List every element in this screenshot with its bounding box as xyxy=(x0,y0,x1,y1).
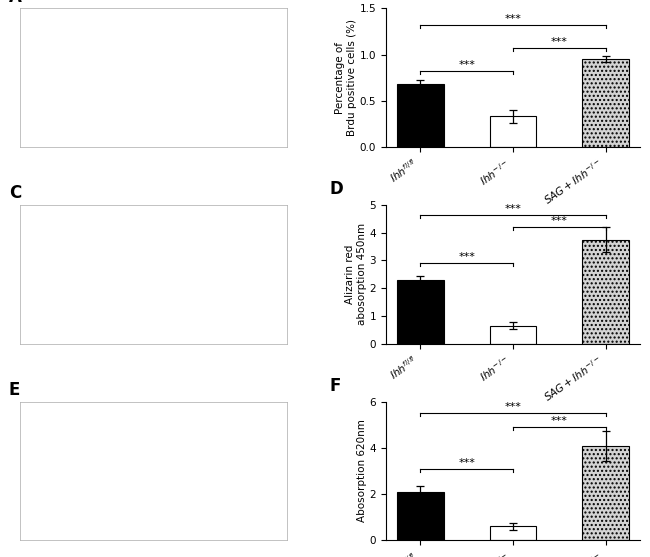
Text: ***: *** xyxy=(458,252,475,262)
Text: ***: *** xyxy=(504,402,521,412)
Text: ***: *** xyxy=(504,204,521,214)
Bar xyxy=(490,116,536,147)
Bar xyxy=(490,326,536,344)
Text: A: A xyxy=(9,0,21,6)
Bar xyxy=(582,59,629,147)
Y-axis label: Alizarin red
abosorption 450nm: Alizarin red abosorption 450nm xyxy=(345,223,367,325)
Bar xyxy=(582,240,629,344)
Text: ***: *** xyxy=(458,60,475,70)
Bar xyxy=(397,280,443,344)
Bar xyxy=(397,492,443,540)
Text: ***: *** xyxy=(504,14,521,24)
Y-axis label: Percentage of
Brdu positive cells (%): Percentage of Brdu positive cells (%) xyxy=(335,19,357,136)
Y-axis label: Abosorption 620nm: Abosorption 620nm xyxy=(357,419,367,522)
Bar xyxy=(397,84,443,147)
Text: ***: *** xyxy=(551,216,567,226)
Text: B: B xyxy=(330,0,343,2)
Text: ***: *** xyxy=(551,37,567,47)
Text: ***: *** xyxy=(458,458,475,468)
Text: ***: *** xyxy=(551,416,567,426)
Bar xyxy=(582,446,629,540)
Text: E: E xyxy=(9,381,20,399)
Text: F: F xyxy=(330,377,341,395)
Bar xyxy=(490,526,536,540)
Text: D: D xyxy=(330,180,344,198)
Text: C: C xyxy=(9,184,21,202)
